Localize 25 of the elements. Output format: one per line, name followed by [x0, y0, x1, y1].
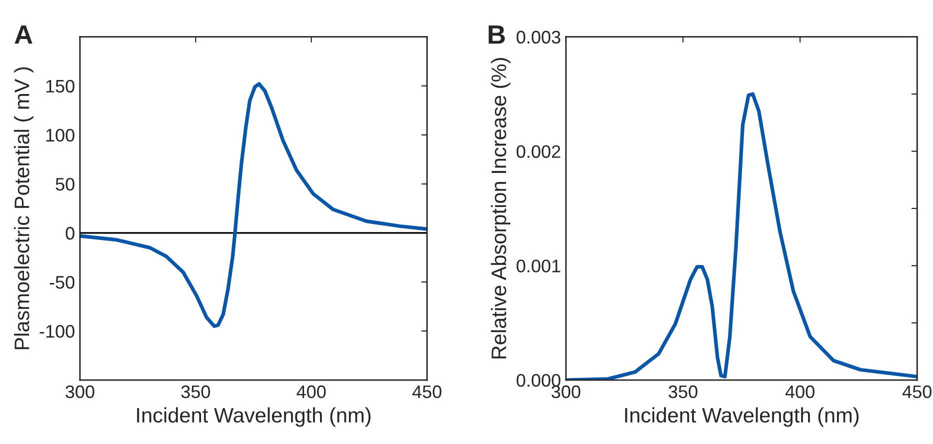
- x-tick-label: 300: [66, 385, 94, 398]
- chart-title: A: [14, 26, 32, 44]
- x-tick-label: 450: [412, 385, 442, 398]
- y-tick-label: 100: [46, 128, 74, 142]
- x-tick-label: 450: [902, 385, 932, 398]
- y-tick-label: 150: [46, 80, 74, 93]
- y-axis-title: Plasmoelectric Potential ( mV ): [14, 67, 34, 350]
- x-tick-label: 350: [181, 385, 210, 398]
- x-tick-label: 400: [785, 385, 814, 398]
- y-tick-label: 0.000: [516, 374, 560, 387]
- x-axis-title: Incident Wavelength (nm): [625, 407, 859, 427]
- y-tick-label: 0.001: [516, 260, 560, 272]
- y-tick-label: 0: [66, 226, 74, 240]
- y-axis-title: Relative Absorption Increase (%): [490, 58, 510, 358]
- chart-title: B: [488, 26, 505, 44]
- x-tick-label: 350: [668, 385, 698, 398]
- y-tick-label: 0.003: [516, 30, 560, 44]
- x-axis-title: Incident Wavelength (nm): [137, 407, 371, 427]
- y-tick-label: -100: [40, 324, 74, 338]
- x-tick-label: 400: [296, 385, 326, 398]
- y-tick-label: 50: [56, 178, 74, 191]
- y-tick-label: -50: [50, 276, 74, 289]
- x-tick-label: 300: [552, 385, 580, 398]
- y-tick-label: 0.002: [516, 145, 560, 158]
- line-series: [80, 82, 428, 328]
